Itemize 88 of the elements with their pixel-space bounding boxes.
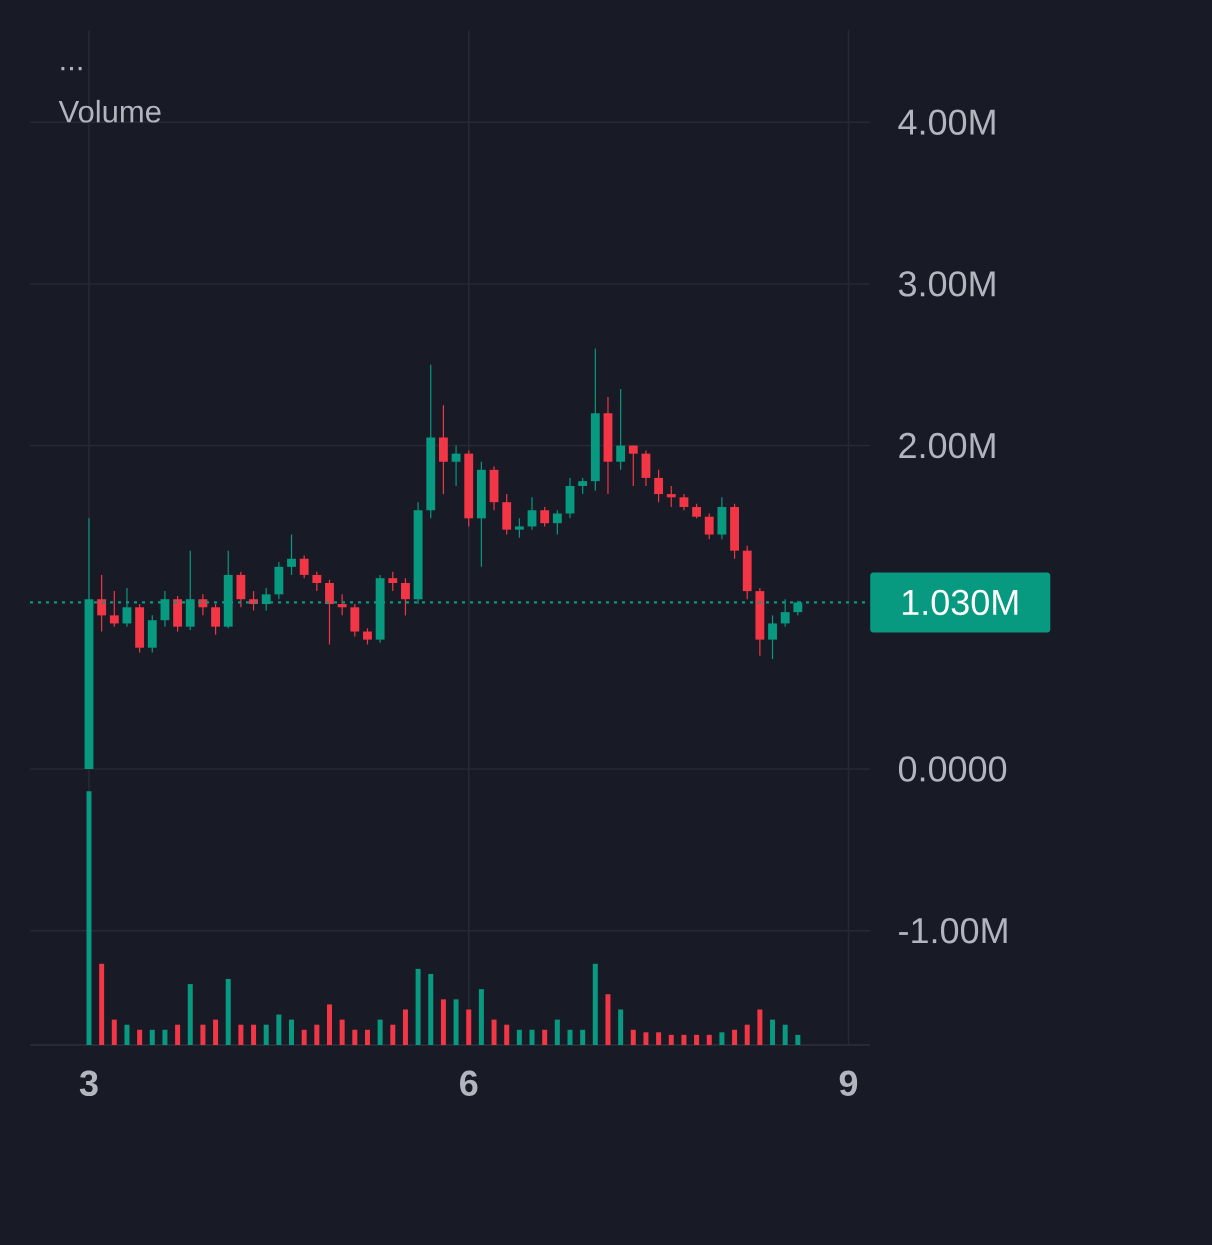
bar bbox=[149, 1029, 155, 1045]
annotation: ... bbox=[61, 66, 82, 71]
bar bbox=[491, 1019, 497, 1045]
bar bbox=[111, 1019, 117, 1045]
y-tick-label: 4.00M bbox=[898, 109, 995, 135]
bar bbox=[681, 1034, 687, 1045]
bar bbox=[656, 1032, 662, 1045]
x-tick-label: 9 bbox=[839, 1070, 858, 1097]
bar bbox=[719, 1032, 725, 1045]
bar bbox=[757, 1009, 763, 1045]
bar bbox=[289, 1019, 295, 1045]
bar bbox=[137, 1029, 143, 1045]
bar bbox=[453, 999, 459, 1045]
bar bbox=[592, 963, 598, 1045]
candlestick bbox=[312, 571, 322, 592]
candlestick bbox=[388, 571, 398, 592]
bar bbox=[390, 1024, 396, 1045]
chart-title: Volume bbox=[58, 99, 161, 123]
candlestick bbox=[514, 517, 524, 539]
candlestick bbox=[540, 506, 550, 528]
bar bbox=[263, 1024, 269, 1045]
y-tick-label: 0.0000 bbox=[898, 756, 1007, 782]
candlestick bbox=[768, 614, 777, 660]
bar bbox=[529, 1029, 535, 1045]
bar bbox=[732, 1029, 738, 1045]
bar bbox=[162, 1029, 168, 1045]
bar bbox=[782, 1024, 788, 1045]
bar bbox=[276, 1014, 282, 1045]
y-tick-label: 3.00M bbox=[898, 271, 995, 297]
bar bbox=[744, 1024, 750, 1045]
candlestick bbox=[552, 509, 562, 536]
bar bbox=[415, 968, 421, 1045]
candlestick bbox=[325, 579, 334, 646]
bar bbox=[402, 1009, 408, 1045]
ref-line-label: 1.030M bbox=[902, 589, 1018, 616]
bar bbox=[251, 1024, 257, 1045]
bar bbox=[478, 989, 484, 1045]
bar bbox=[504, 1024, 510, 1045]
bar bbox=[668, 1034, 674, 1045]
bar bbox=[643, 1032, 649, 1045]
candlestick bbox=[654, 469, 664, 503]
bar bbox=[301, 1029, 307, 1045]
bar bbox=[706, 1034, 712, 1045]
candlestick bbox=[616, 388, 626, 471]
candlestick bbox=[97, 574, 107, 633]
candlestick bbox=[666, 485, 676, 508]
bar bbox=[580, 1029, 586, 1045]
bar bbox=[238, 1024, 244, 1045]
bar bbox=[377, 1019, 383, 1045]
bar bbox=[694, 1034, 700, 1045]
y-tick-label: 2.00M bbox=[899, 432, 995, 459]
bar bbox=[124, 1024, 130, 1045]
candlestick bbox=[401, 577, 410, 616]
bar bbox=[314, 1024, 320, 1045]
candlestick bbox=[337, 593, 347, 616]
bar bbox=[327, 1004, 332, 1045]
bar bbox=[440, 999, 446, 1045]
bar bbox=[99, 963, 105, 1045]
candlestick bbox=[109, 590, 119, 628]
bar bbox=[225, 979, 231, 1045]
candlestick bbox=[628, 444, 638, 487]
bar bbox=[466, 1009, 472, 1045]
bar bbox=[630, 1029, 636, 1045]
candlestick bbox=[287, 533, 296, 576]
bar bbox=[605, 994, 611, 1045]
bar bbox=[213, 1019, 219, 1045]
y-tick-label: -1.00M bbox=[899, 917, 1007, 944]
bar bbox=[618, 1009, 624, 1045]
bar bbox=[795, 1034, 801, 1045]
x-tick-label: 6 bbox=[460, 1070, 478, 1097]
bar bbox=[175, 1024, 181, 1045]
bar bbox=[86, 791, 92, 1045]
bar bbox=[200, 1024, 206, 1045]
bar bbox=[542, 1029, 548, 1045]
bar bbox=[428, 973, 434, 1045]
candlestick bbox=[527, 496, 537, 531]
candlestick bbox=[211, 603, 220, 636]
bar bbox=[516, 1029, 522, 1045]
bar bbox=[352, 1029, 358, 1045]
bar bbox=[187, 984, 193, 1045]
bar bbox=[364, 1029, 370, 1045]
bar bbox=[770, 1019, 776, 1045]
candlestick bbox=[299, 554, 309, 579]
bar bbox=[554, 1019, 560, 1045]
candlestick bbox=[704, 512, 714, 540]
candlestick bbox=[451, 444, 461, 487]
bar bbox=[339, 1019, 345, 1045]
x-tick-label: 3 bbox=[79, 1070, 98, 1097]
